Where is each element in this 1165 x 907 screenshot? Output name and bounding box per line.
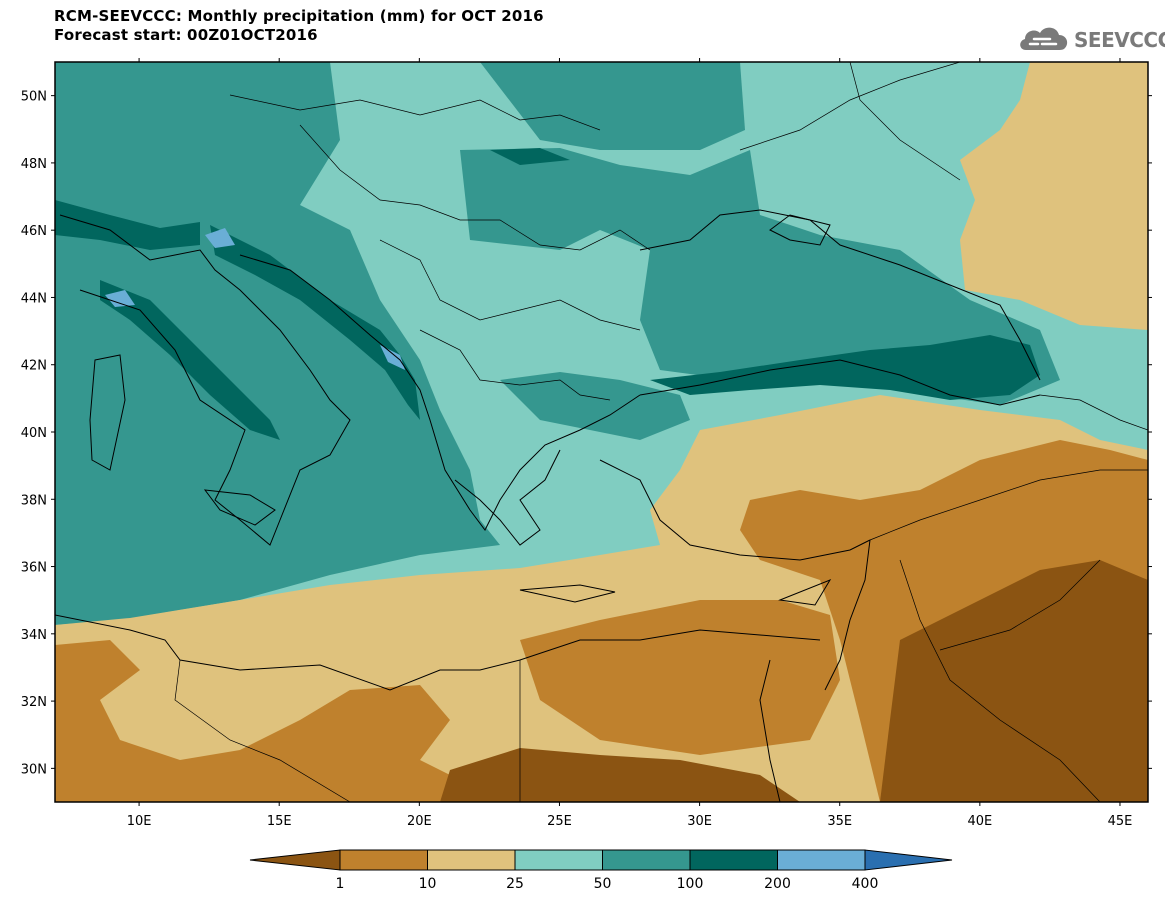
field-50-100-west <box>55 62 500 625</box>
border-europe-1 <box>229 94 601 131</box>
lat-label: 42N <box>21 359 47 374</box>
coast-italy <box>59 214 351 546</box>
field-1-10-libya <box>55 640 600 802</box>
colorbar-segment <box>339 849 428 871</box>
coastlines <box>55 209 1041 802</box>
cloud-icon <box>1020 27 1068 50</box>
forecast-start-subtitle: Forecast start: 00Z01OCT2016 <box>54 26 318 44</box>
field-100-200-blacksea <box>650 335 1040 400</box>
border-europe-2 <box>299 124 651 251</box>
coast-crete <box>519 584 616 603</box>
coast-egypt-nile <box>759 659 781 802</box>
colorbar-segment <box>602 849 691 871</box>
lon-label: 25E <box>547 814 572 829</box>
lat-label: 48N <box>21 157 47 172</box>
coast-north-africa <box>55 614 821 691</box>
border-middle-east <box>869 469 1148 802</box>
field-10-25-ukraine <box>960 62 1148 330</box>
border-europe-3 <box>379 239 641 331</box>
lat-label: 50N <box>21 90 47 105</box>
colorbar-legend: 1 10 25 50 100 200 400 <box>249 849 953 892</box>
coast-balkans <box>239 254 641 531</box>
lat-label: 34N <box>21 628 47 643</box>
longitude-axis: 10E 15E 20E 25E 30E 35E 40E 45E <box>127 58 1133 829</box>
coast-turkey <box>599 359 1041 561</box>
field-100-200-tyrrhenian <box>100 280 280 440</box>
field-200-400-istria <box>205 228 235 248</box>
lat-label: 38N <box>21 493 47 508</box>
lon-label: 45E <box>1108 814 1133 829</box>
field-200-400-montenegro <box>380 345 405 370</box>
colorbar-segment <box>427 849 516 871</box>
border-libya-egypt <box>174 659 521 802</box>
coast-crimea <box>769 214 831 246</box>
map-field <box>55 62 1148 802</box>
lon-label: 35E <box>827 814 852 829</box>
latitude-axis: 50N 48N 46N 44N 42N 40N 38N 36N 34N 32N 30N <box>21 90 1152 777</box>
country-borders <box>174 62 1148 802</box>
colorbar-label: 10 <box>419 876 437 892</box>
field-below-1-arabia <box>880 560 1148 802</box>
coast-levant <box>824 539 871 691</box>
field-200-400-liguria <box>105 290 135 307</box>
colorbar-segment <box>689 849 778 871</box>
coast-greece <box>454 449 561 546</box>
lat-label: 46N <box>21 224 47 239</box>
lat-label: 40N <box>21 426 47 441</box>
colorbar-label: 200 <box>764 876 791 892</box>
field-50-100-balkan <box>500 372 690 440</box>
lon-label: 30E <box>687 814 712 829</box>
lon-label: 15E <box>267 814 292 829</box>
field-1-10-egypt <box>520 600 840 755</box>
lon-label: 20E <box>407 814 432 829</box>
lat-label: 30N <box>21 762 47 777</box>
lat-label: 44N <box>21 291 47 306</box>
field-100-200-alps <box>55 200 200 250</box>
colorbar-arrow-high <box>864 849 953 871</box>
lat-label: 36N <box>21 561 47 576</box>
coast-sicily <box>203 489 276 526</box>
coast-sardinia <box>89 354 126 471</box>
colorbar-label: 100 <box>677 876 704 892</box>
colorbar-segment <box>777 849 866 871</box>
lon-label: 10E <box>127 814 152 829</box>
field-50-100-north <box>480 62 745 150</box>
coast-blacksea <box>639 209 1041 381</box>
border-ukraine <box>739 62 961 181</box>
lat-label: 32N <box>21 695 47 710</box>
colorbar-arrow-low <box>249 849 341 871</box>
colorbar-label: 400 <box>852 876 879 892</box>
seevccc-logo: SEEVCCC <box>1016 22 1165 56</box>
lon-label: 40E <box>967 814 992 829</box>
colorbar-label: 1 <box>336 876 345 892</box>
field-100-200-adriatic <box>210 225 420 420</box>
border-balkans <box>419 329 611 401</box>
field-100-200-carpathian <box>490 148 570 165</box>
logo-text: SEEVCCC <box>1074 28 1165 52</box>
colorbar-label: 50 <box>594 876 612 892</box>
coast-cyprus <box>778 578 832 606</box>
colorbar-label: 25 <box>506 876 524 892</box>
field-below-1-sahara <box>440 748 800 802</box>
chart-title: RCM-SEEVCCC: Monthly precipitation (mm) … <box>54 7 544 25</box>
field-50-100-east <box>460 148 1060 405</box>
border-caucasus <box>1039 394 1148 431</box>
colorbar-segment <box>514 849 603 871</box>
